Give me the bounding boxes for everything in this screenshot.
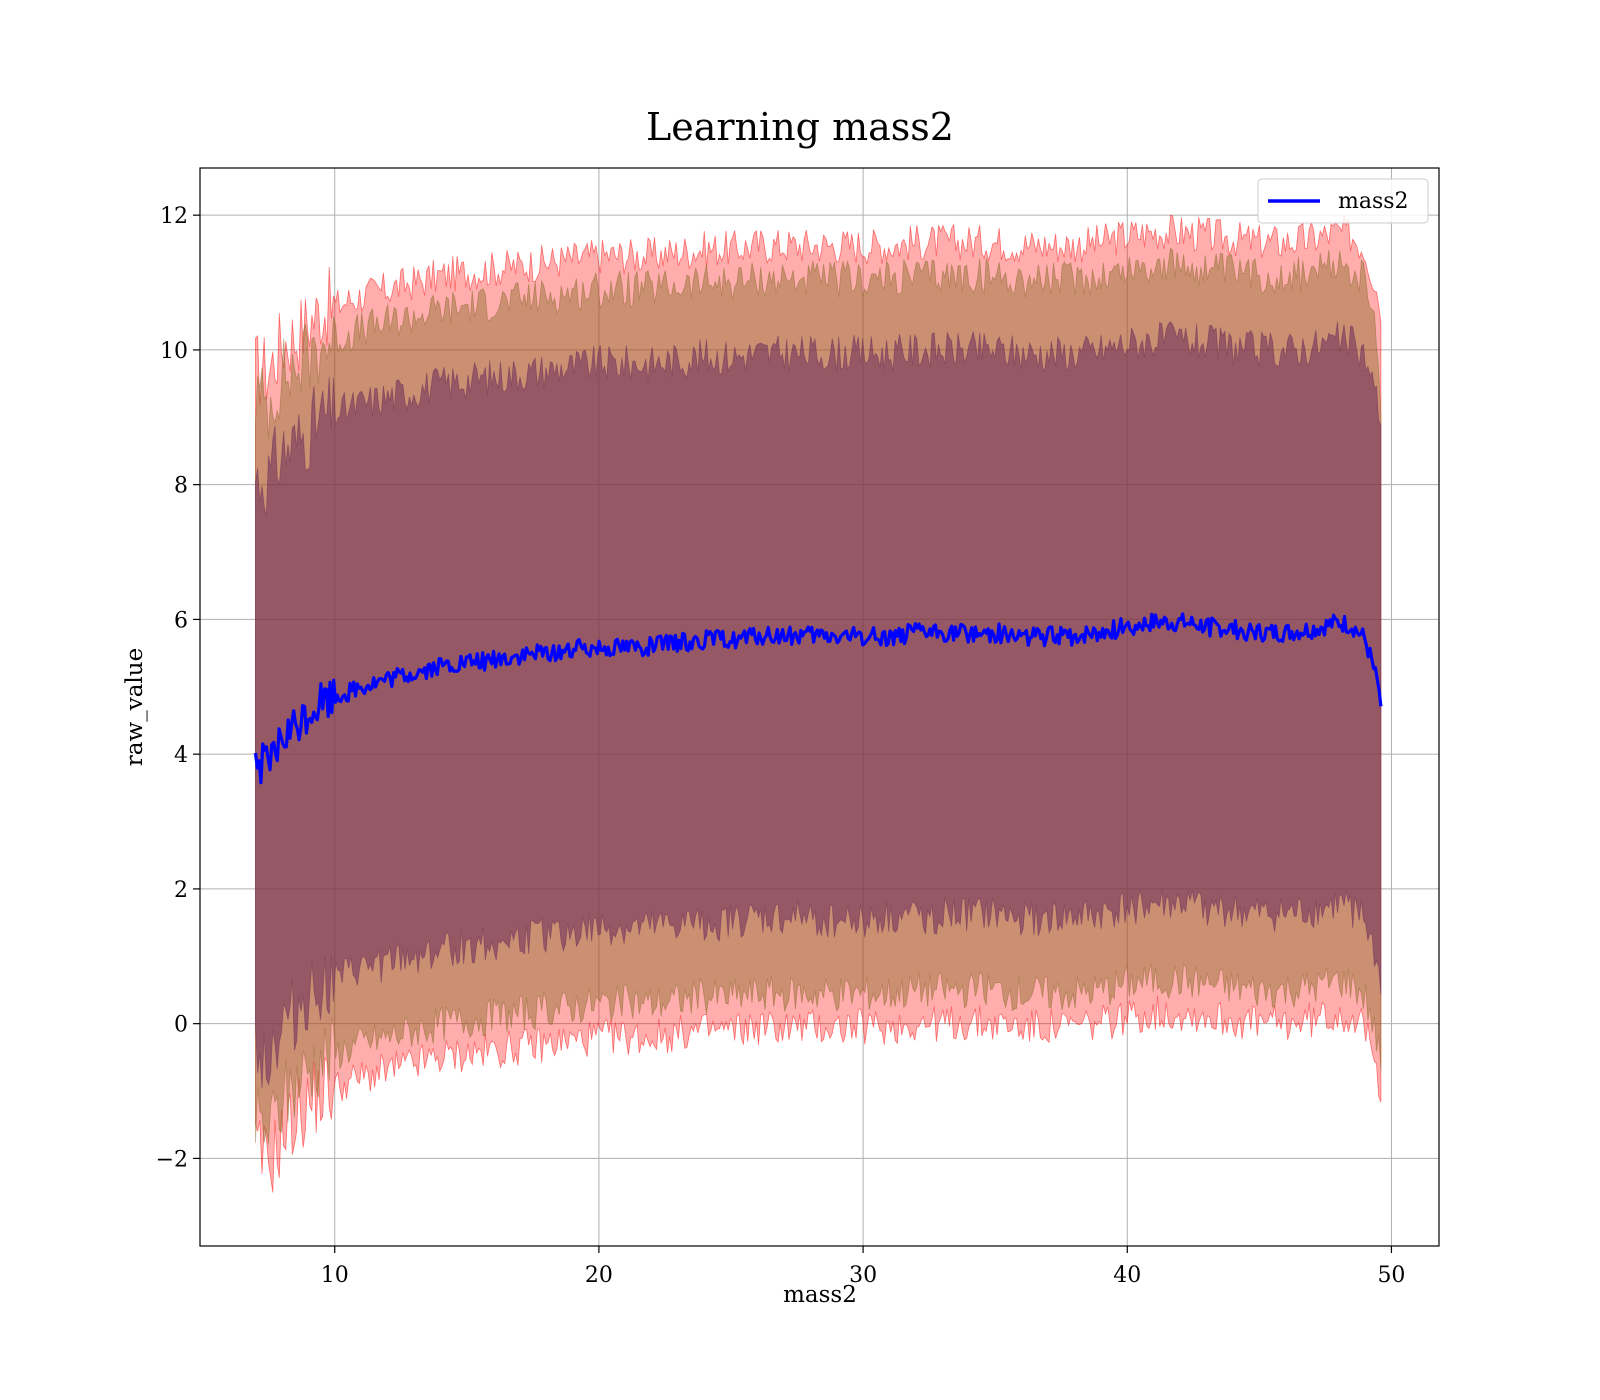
x-axis-label: mass2 <box>783 1282 857 1308</box>
y-tick-label: 12 <box>160 204 188 229</box>
x-tick-label: 50 <box>1377 1263 1405 1288</box>
legend: mass2 <box>1257 178 1429 224</box>
y-tick-label: 0 <box>174 1013 188 1038</box>
x-tick-label: 30 <box>849 1263 877 1288</box>
legend-label-mass2: mass2 <box>1338 189 1409 214</box>
x-tick-label: 40 <box>1113 1263 1141 1288</box>
x-tick-label: 10 <box>321 1263 349 1288</box>
y-tick-label: 2 <box>174 878 188 903</box>
legend-box <box>1257 178 1429 224</box>
plot-frame <box>199 167 1440 1247</box>
y-tick-label: −2 <box>156 1147 188 1172</box>
y-tick-label: 10 <box>160 339 188 364</box>
series-lines <box>253 612 1383 785</box>
chart-title: Learning mass2 <box>646 105 954 149</box>
y-tick-label: 6 <box>174 608 188 633</box>
y-tick-label: 8 <box>174 474 188 499</box>
x-tick-label: 20 <box>585 1263 613 1288</box>
series-line-mass2 <box>253 612 1383 785</box>
axis-ticks: 10 20 30 40 50 −2 0 2 4 6 8 10 12 <box>156 204 1406 1288</box>
y-axis-label: raw_value <box>122 648 148 766</box>
confidence-bands <box>255 214 1382 1193</box>
y-tick-label: 4 <box>174 743 188 768</box>
band-inner <box>255 321 1382 1089</box>
